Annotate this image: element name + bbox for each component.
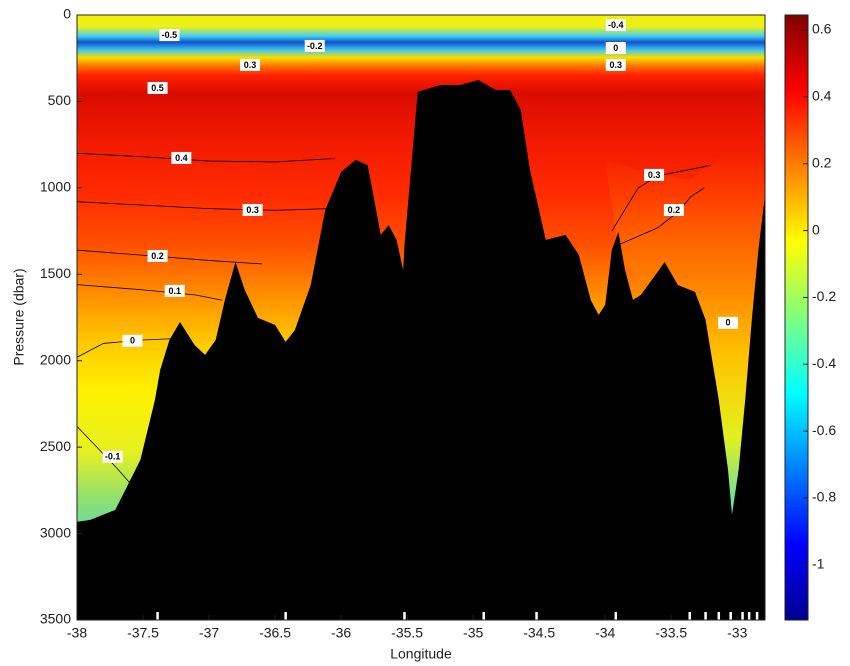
x-tick-label: -38 [67, 625, 87, 641]
contour-label-box [147, 249, 168, 262]
contour-label-box [644, 168, 665, 181]
x-tick-label: -36 [331, 625, 351, 641]
contour-label: 0.3 [244, 60, 257, 70]
x-tick-label: -33.5 [655, 625, 687, 641]
contour-label: -0.5 [162, 30, 178, 40]
contour-label: 0.1 [168, 286, 181, 296]
y-tick-label: 0 [63, 6, 71, 22]
y-tick-label: 1500 [40, 265, 71, 281]
x-tick-label: -34 [595, 625, 615, 641]
contour-label: 0.3 [610, 60, 623, 70]
bathymetry [77, 79, 765, 621]
contour-label: -0.2 [307, 41, 323, 51]
colorbar-tick-label: -0.8 [812, 489, 836, 505]
contour-label: 0.2 [151, 251, 164, 261]
contour-label: 0.4 [175, 153, 188, 163]
contour-label-box [159, 29, 180, 42]
colorbar-tick-label: 0.6 [812, 21, 832, 37]
contour-label-box [147, 81, 168, 94]
y-tick-label: 3500 [40, 611, 71, 627]
x-tick-label: -37.5 [127, 625, 159, 641]
contour-label-box [605, 19, 626, 32]
y-tick-label: 2000 [40, 351, 71, 367]
y-tick-label: 3000 [40, 524, 71, 540]
contour-label: 0.5 [151, 83, 164, 93]
x-tick-label: -37 [199, 625, 219, 641]
colorbar-tick-label: -0.6 [812, 422, 836, 438]
contour-label-box [102, 450, 123, 463]
contour-label-box [239, 58, 260, 71]
contour-label-box [718, 316, 739, 329]
colorbar-tick-label: 0.2 [812, 154, 832, 170]
contour-label-box [242, 203, 263, 216]
contour-label-box [605, 42, 626, 55]
contour-label-box [171, 151, 192, 164]
x-axis-label: Longitude [390, 646, 452, 662]
x-tick-label: -36.5 [259, 625, 291, 641]
colorbar-tick-label: -1 [812, 556, 825, 572]
contour-label-box [304, 39, 325, 52]
contour-label-box [122, 334, 143, 347]
contour-label-box [164, 284, 185, 297]
colorbar [784, 14, 809, 621]
contour-label: 0.3 [246, 205, 259, 215]
contour-line [76, 152, 335, 163]
colorbar-tick-label: 0 [812, 221, 820, 237]
contour-label: -0.1 [105, 452, 121, 462]
contour-line [76, 201, 328, 211]
contour-label-box [605, 58, 626, 71]
contour-label-box [663, 203, 684, 216]
colorbar-tick-label: -0.4 [812, 355, 836, 371]
y-axis-label: Pressure (dbar) [11, 268, 27, 365]
y-tick-label: 1000 [40, 179, 71, 195]
plot-frame [76, 14, 766, 621]
contour-label: 0 [130, 336, 135, 346]
x-tick-label: -35 [463, 625, 483, 641]
x-tick-label: -34.5 [523, 625, 555, 641]
x-tick-label: -35.5 [391, 625, 423, 641]
y-tick-label: 500 [48, 92, 72, 108]
colorbar-tick-label: -0.2 [812, 288, 836, 304]
contour-label: 0 [613, 43, 618, 53]
contour-label: 0 [726, 318, 731, 328]
contour-label: -0.4 [608, 20, 624, 30]
colorbar-tick-label: 0.4 [812, 88, 832, 104]
x-tick-label: -33 [727, 625, 747, 641]
contour-label: 0.2 [668, 205, 681, 215]
y-tick-label: 2500 [40, 438, 71, 454]
contour-label: 0.3 [648, 170, 661, 180]
